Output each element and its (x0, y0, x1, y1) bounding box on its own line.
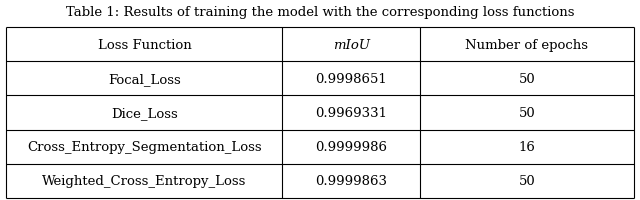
Text: 16: 16 (518, 141, 536, 153)
Text: mIoU: mIoU (333, 39, 370, 51)
Text: 50: 50 (518, 107, 535, 119)
Text: 0.9999986: 0.9999986 (316, 141, 387, 153)
Text: 0.9998651: 0.9998651 (316, 73, 387, 85)
Text: Table 1: Results of training the model with the corresponding loss functions: Table 1: Results of training the model w… (66, 6, 574, 19)
Text: 0.9969331: 0.9969331 (316, 107, 387, 119)
Text: 50: 50 (518, 73, 535, 85)
Text: Loss Function: Loss Function (97, 39, 191, 51)
Text: Weighted_Cross_Entropy_Loss: Weighted_Cross_Entropy_Loss (42, 175, 246, 187)
Text: 0.9999863: 0.9999863 (316, 175, 387, 187)
Text: Number of epochs: Number of epochs (465, 39, 588, 51)
Text: Dice_Loss: Dice_Loss (111, 107, 178, 119)
Text: Focal_Loss: Focal_Loss (108, 73, 180, 85)
Text: Cross_Entropy_Segmentation_Loss: Cross_Entropy_Segmentation_Loss (27, 141, 262, 153)
Text: 50: 50 (518, 175, 535, 187)
